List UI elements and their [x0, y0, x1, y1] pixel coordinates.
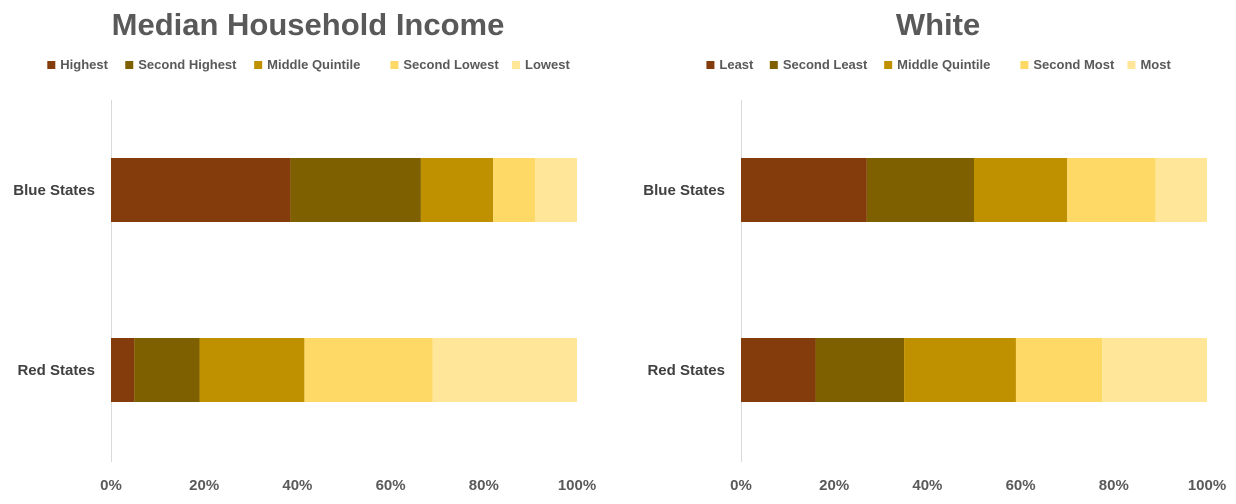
chart-title: Median Household Income	[112, 7, 505, 42]
x-tick-label: 20%	[189, 477, 219, 494]
bar-segment	[741, 338, 816, 402]
legend-label: Middle Quintile	[897, 57, 990, 72]
bar-segment	[111, 338, 135, 402]
category-label: Blue States	[13, 182, 95, 199]
legend-swatch	[1127, 61, 1136, 69]
chart-legend: Highest Second Highest Middle Quintile Seco…	[47, 57, 570, 72]
x-tick-label: 80%	[1099, 477, 1129, 494]
x-tick-label: 80%	[469, 477, 499, 494]
bar-segment	[199, 338, 305, 402]
legend-item: Second Lowest	[390, 57, 499, 72]
legend-item: Second Most	[1020, 57, 1115, 72]
bar-segment	[535, 158, 577, 222]
legend-swatch	[884, 61, 893, 69]
bar-stack	[111, 338, 577, 402]
bar-segment	[134, 338, 200, 402]
legend-swatch	[125, 61, 134, 69]
x-tick-label: 40%	[282, 477, 312, 494]
legend-label: Most	[1140, 57, 1171, 72]
chart-legend: Least Second Least Middle Quintile Second M…	[706, 57, 1171, 72]
bar-segment	[741, 158, 867, 222]
legend-swatch	[512, 61, 521, 69]
bar-segment	[304, 338, 433, 402]
bar-segment	[432, 338, 577, 402]
x-tick-label: 100%	[1188, 477, 1226, 494]
x-tick-label: 60%	[376, 477, 406, 494]
bar-segment	[1015, 338, 1103, 402]
legend-swatch	[1020, 61, 1029, 69]
bar-segment	[1067, 158, 1156, 222]
bar-segment	[974, 158, 1068, 222]
x-tick-label: 0%	[730, 477, 752, 494]
bar-segment	[493, 158, 536, 222]
legend-label: Highest	[60, 57, 108, 72]
bar-segment	[904, 338, 1016, 402]
x-tick-label: 60%	[1006, 477, 1036, 494]
legend-item: Lowest	[512, 57, 570, 72]
bar-segment	[290, 158, 421, 222]
legend-swatch	[769, 61, 778, 69]
bar-segment	[420, 158, 494, 222]
legend-label: Second Highest	[138, 57, 237, 72]
legend-item: Highest	[47, 57, 109, 72]
bar-segment	[866, 158, 974, 222]
bar-stack	[741, 158, 1207, 222]
bar-stack	[741, 338, 1207, 402]
bar-segment	[111, 158, 291, 222]
legend-label: Lowest	[525, 57, 570, 72]
legend-item: Middle Quintile	[884, 57, 990, 72]
chart-panel-1: Median Household Income Highest Second Hig…	[13, 7, 596, 494]
x-tick-label: 20%	[819, 477, 849, 494]
legend-label: Least	[719, 57, 754, 72]
legend-item: Middle Quintile	[254, 57, 360, 72]
legend-swatch	[706, 61, 715, 69]
category-label: Blue States	[643, 182, 725, 199]
chart-title: White	[896, 7, 980, 42]
bar-segment	[1102, 338, 1207, 402]
category-label: Red States	[647, 362, 725, 379]
legend-swatch	[390, 61, 399, 69]
x-tick-label: 0%	[100, 477, 122, 494]
legend-label: Second Most	[1033, 57, 1115, 72]
bar-segment	[1155, 158, 1207, 222]
legend-item: Second Least	[769, 57, 868, 72]
legend-item: Second Highest	[125, 57, 237, 72]
x-tick-label: 40%	[912, 477, 942, 494]
bar-segment	[815, 338, 905, 402]
category-label: Red States	[17, 362, 95, 379]
legend-item: Least	[706, 57, 754, 72]
legend-swatch	[254, 61, 263, 69]
legend-item: Most	[1127, 57, 1171, 72]
x-tick-label: 100%	[558, 477, 596, 494]
bar-stack	[111, 158, 577, 222]
chart-panel-2: White Least Second Least Middle Quintile Sec…	[643, 7, 1226, 494]
legend-label: Middle Quintile	[267, 57, 360, 72]
legend-swatch	[47, 61, 56, 69]
legend-label: Second Least	[783, 57, 868, 72]
legend-label: Second Lowest	[403, 57, 499, 72]
